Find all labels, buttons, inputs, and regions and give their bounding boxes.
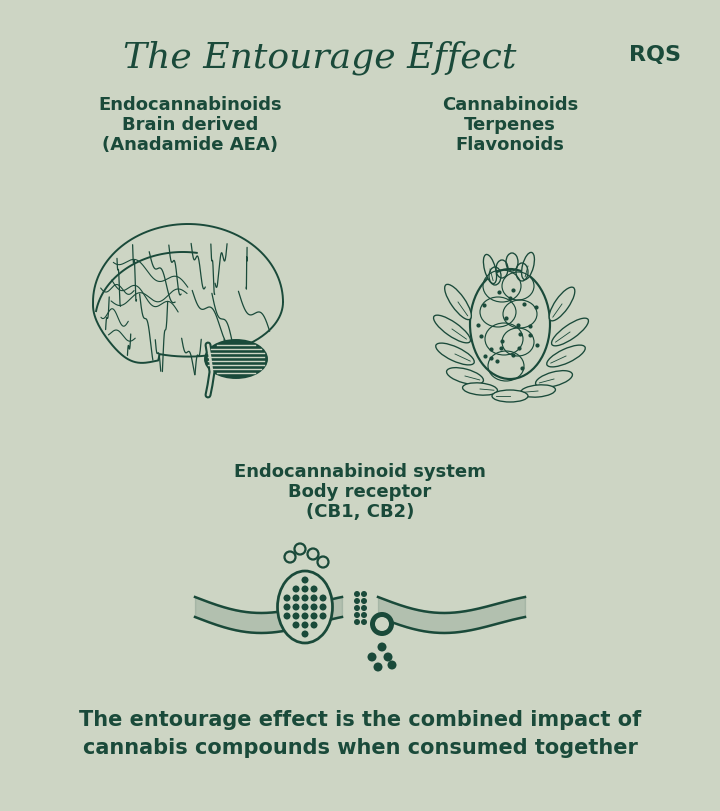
Circle shape xyxy=(302,631,308,637)
Ellipse shape xyxy=(536,371,572,388)
Text: Brain derived: Brain derived xyxy=(122,116,258,134)
Circle shape xyxy=(302,622,308,629)
Circle shape xyxy=(310,603,318,611)
Text: Flavonoids: Flavonoids xyxy=(456,135,564,154)
Ellipse shape xyxy=(483,255,497,284)
Ellipse shape xyxy=(433,315,470,343)
Circle shape xyxy=(292,613,300,620)
Circle shape xyxy=(384,653,392,662)
Circle shape xyxy=(302,577,308,584)
Ellipse shape xyxy=(521,253,534,281)
Circle shape xyxy=(302,603,308,611)
Circle shape xyxy=(292,586,300,593)
Circle shape xyxy=(284,594,290,602)
Text: cannabis compounds when consumed together: cannabis compounds when consumed togethe… xyxy=(83,737,637,757)
Ellipse shape xyxy=(549,288,575,321)
Circle shape xyxy=(292,603,300,611)
Circle shape xyxy=(387,661,397,670)
Ellipse shape xyxy=(445,285,472,320)
Ellipse shape xyxy=(546,345,585,367)
Ellipse shape xyxy=(205,341,267,379)
Ellipse shape xyxy=(552,319,588,346)
Circle shape xyxy=(361,591,367,597)
Text: (Anadamide AEA): (Anadamide AEA) xyxy=(102,135,278,154)
Polygon shape xyxy=(93,225,283,363)
Ellipse shape xyxy=(446,368,483,385)
Text: The entourage effect is the combined impact of: The entourage effect is the combined imp… xyxy=(79,709,641,729)
Circle shape xyxy=(320,594,326,602)
Text: (CB1, CB2): (CB1, CB2) xyxy=(306,502,414,521)
Circle shape xyxy=(320,603,326,611)
Text: The Entourage Effect: The Entourage Effect xyxy=(123,41,517,75)
Circle shape xyxy=(361,620,367,625)
Circle shape xyxy=(354,620,360,625)
Circle shape xyxy=(310,594,318,602)
Circle shape xyxy=(284,603,290,611)
Circle shape xyxy=(310,586,318,593)
Circle shape xyxy=(292,594,300,602)
Ellipse shape xyxy=(492,391,528,402)
Text: Cannabinoids: Cannabinoids xyxy=(442,96,578,114)
Circle shape xyxy=(310,613,318,620)
Circle shape xyxy=(361,605,367,611)
Circle shape xyxy=(375,617,389,631)
Text: Terpenes: Terpenes xyxy=(464,116,556,134)
Circle shape xyxy=(361,612,367,618)
Circle shape xyxy=(377,642,387,652)
Text: Endocannabinoid system: Endocannabinoid system xyxy=(234,462,486,480)
Circle shape xyxy=(354,605,360,611)
Circle shape xyxy=(292,622,300,629)
Text: Body receptor: Body receptor xyxy=(289,483,431,500)
Circle shape xyxy=(361,599,367,604)
Circle shape xyxy=(374,663,382,672)
Circle shape xyxy=(302,613,308,620)
Circle shape xyxy=(354,591,360,597)
Circle shape xyxy=(310,622,318,629)
Text: Endocannabinoids: Endocannabinoids xyxy=(98,96,282,114)
Ellipse shape xyxy=(436,344,474,366)
Circle shape xyxy=(302,586,308,593)
Circle shape xyxy=(302,594,308,602)
Circle shape xyxy=(284,613,290,620)
Circle shape xyxy=(354,612,360,618)
Ellipse shape xyxy=(470,270,550,380)
Circle shape xyxy=(367,653,377,662)
Circle shape xyxy=(354,599,360,604)
Ellipse shape xyxy=(462,384,498,396)
Ellipse shape xyxy=(277,571,333,643)
Circle shape xyxy=(320,613,326,620)
Text: RQS: RQS xyxy=(629,45,681,65)
Ellipse shape xyxy=(521,385,555,397)
Ellipse shape xyxy=(371,613,393,635)
